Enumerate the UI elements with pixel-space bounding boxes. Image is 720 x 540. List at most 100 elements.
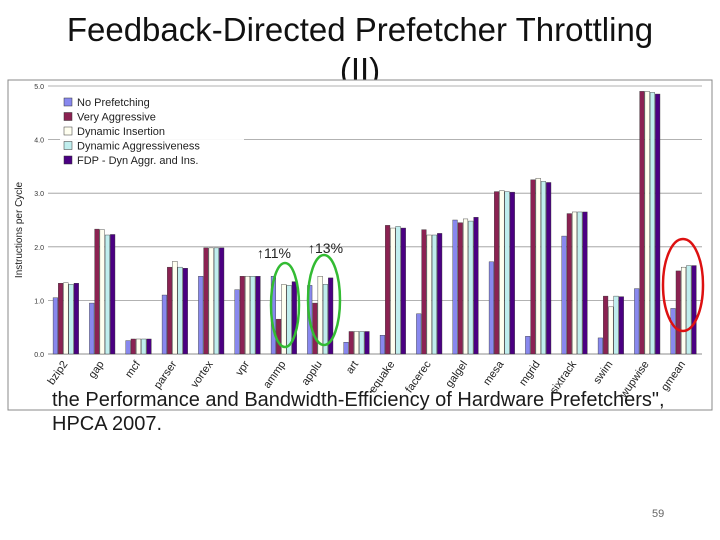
bar-facerec-1 [421,229,427,355]
applu-up-arrow: ↑ [308,240,315,256]
bar-equake-2 [390,227,396,355]
bar-bzip2-0 [52,297,58,355]
legend-label: Dynamic Aggressiveness [77,141,200,153]
bar-bzip2-4 [73,283,79,355]
legend-box [60,90,244,172]
bar-vpr-0 [234,289,240,355]
ipc-bar-chart: 0.0 1.0 2.0 3.0 4.0 5.0 Instructions per Cycl… [7,79,713,411]
legend-label: Dynamic Insertion [77,126,165,138]
bar-facerec-0 [416,313,422,355]
ammp-gain-annotation: ↑11% [257,245,291,261]
bar-gap-2 [99,229,105,355]
bar-vpr-4 [255,276,261,355]
bar-facerec-3 [431,234,437,355]
bar-sixtrack-0 [561,235,567,355]
bar-parser-2 [172,261,178,355]
bar-mesa-2 [499,190,505,355]
annotations: ↑11% ↑13% [257,237,705,349]
bar-ammp-4 [291,281,297,355]
bar-art-2 [354,331,360,355]
bar-vortex-0 [198,276,204,355]
bar-swim-1 [603,295,609,355]
bar-sixtrack-4 [582,211,588,355]
bar-mcf-0 [125,340,131,355]
bar-vortex-2 [208,247,214,355]
bar-galgel-4 [473,217,479,355]
bar-wupwise-3 [649,92,655,355]
bar-wupwise-2 [644,91,650,355]
legend-swatch [63,112,73,121]
bar-bzip2-3 [68,284,74,355]
gridlines [48,85,702,355]
legend-swatch [63,155,73,165]
bar-art-0 [343,342,349,355]
bar-gmean-3 [686,265,692,355]
y-axis-ticks: 0.0 1.0 2.0 3.0 4.0 5.0 [34,84,44,359]
bar-parser-0 [161,294,167,355]
bar-vortex-4 [219,247,225,355]
bar-swim-4 [618,296,624,355]
y-tick-label: 1.0 [34,298,44,305]
legend-label: No Prefetching [77,97,150,109]
bar-parser-3 [177,266,183,355]
ammp-highlight-ellipse [269,261,301,349]
bar-ammp-2 [281,284,287,355]
legend-swatch [63,126,73,136]
y-tick-label: 3.0 [34,191,44,198]
legend: No Prefetching Very Aggressive Dynamic Ins… [60,90,244,172]
bar-applu-4 [328,277,334,355]
bar-parser-1 [167,266,173,355]
bar-swim-0 [597,337,603,355]
bar-applu-2 [317,276,323,355]
bar-parser-4 [182,268,188,355]
slide-title: Feedback-Directed Prefetcher Throttling [66,11,654,48]
bar-vortex-3 [213,247,219,355]
bar-wupwise-4 [655,93,661,355]
bar-swim-2 [608,306,614,355]
ammp-up-arrow: ↑ [257,245,264,261]
gmean-highlight-ellipse [661,237,705,333]
legend-swatch [63,141,73,150]
bar-gap-4 [110,234,116,355]
bar-mesa-4 [509,191,515,355]
bar-sixtrack-3 [577,211,583,355]
y-axis-label: Instructions per Cycle [14,181,25,278]
bar-applu-1 [312,302,318,355]
bar-art-4 [364,331,370,355]
y-tick-label: 5.0 [34,84,44,91]
bar-wupwise-1 [639,91,645,355]
bar-mcf-1 [130,338,136,355]
legend-swatch [63,97,73,107]
bar-gmean-2 [681,266,687,355]
bar-gmean-1 [675,270,681,355]
bar-equake-4 [400,227,406,355]
bar-equake-0 [379,335,385,355]
bar-art-1 [348,331,354,355]
bar-equake-1 [385,225,391,355]
bar-gmean-0 [670,308,676,355]
bar-mgrid-3 [540,181,546,355]
bar-mgrid-2 [535,177,541,355]
ammp-gain-value: 11% [264,245,291,261]
bar-swim-3 [613,295,619,355]
bar-applu-3 [322,284,328,355]
legend-label: FDP - Dyn Aggr. and Ins. [77,155,198,167]
bar-facerec-2 [426,234,432,355]
bar-galgel-0 [452,219,458,355]
bar-mcf-3 [141,338,147,355]
bar-vpr-1 [239,276,245,355]
applu-highlight-ellipse [306,253,342,347]
bar-vpr-2 [245,276,251,355]
bar-vpr-3 [250,276,256,355]
bar-gap-3 [104,234,110,355]
bar-bzip2-1 [58,283,64,355]
bar-series [52,91,697,355]
bar-facerec-4 [437,233,443,355]
bar-gap-0 [89,302,95,355]
bar-gap-1 [94,228,100,355]
bar-mcf-2 [136,338,142,355]
bar-sixtrack-1 [566,213,572,355]
bar-galgel-3 [468,220,474,355]
applu-gain-annotation: ↑13% [308,240,343,256]
bar-bzip2-2 [63,282,69,355]
